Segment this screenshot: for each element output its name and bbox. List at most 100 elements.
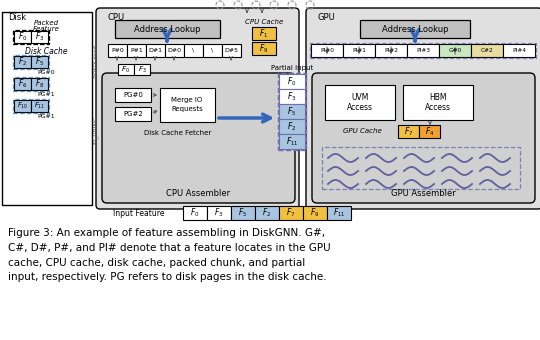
Text: $F_{10}$: $F_{10}$ <box>17 101 28 111</box>
Text: D#1: D#1 <box>148 48 163 53</box>
Bar <box>471 44 503 57</box>
Text: $F_{3}$: $F_{3}$ <box>35 31 44 43</box>
Bar <box>279 74 305 89</box>
Text: Input Feature: Input Feature <box>113 208 165 218</box>
Text: D#5: D#5 <box>225 48 239 53</box>
Text: $F_{9}$: $F_{9}$ <box>259 42 269 55</box>
Bar <box>134 64 150 75</box>
Bar <box>14 31 31 43</box>
Text: $F_{11}$: $F_{11}$ <box>333 207 345 219</box>
Text: $F_{3}$: $F_{3}$ <box>287 90 296 103</box>
Bar <box>279 134 305 149</box>
Bar <box>13 77 49 91</box>
Bar <box>14 56 31 68</box>
Text: PG#1: PG#1 <box>37 114 55 119</box>
FancyBboxPatch shape <box>306 8 540 209</box>
Bar <box>310 43 536 58</box>
Bar <box>252 42 276 55</box>
Bar <box>146 44 165 57</box>
Text: $F_{2}$: $F_{2}$ <box>262 207 272 219</box>
FancyBboxPatch shape <box>312 73 535 203</box>
Bar <box>203 44 222 57</box>
Text: Figure 3: An example of feature assembling in DiskGNN. G#,
C#, D#, P#, and PI# d: Figure 3: An example of feature assembli… <box>8 228 330 283</box>
Bar <box>13 99 49 113</box>
Text: $F_{7}$: $F_{7}$ <box>286 207 296 219</box>
Bar <box>325 85 395 120</box>
Bar <box>165 44 184 57</box>
Text: Requests: Requests <box>171 106 203 112</box>
Bar <box>279 206 303 220</box>
Bar <box>115 88 151 102</box>
Bar <box>184 44 203 57</box>
Text: Disk: Disk <box>8 13 26 21</box>
Bar <box>115 107 151 121</box>
Text: PG#0: PG#0 <box>123 92 143 98</box>
Text: $F_{0}$: $F_{0}$ <box>190 207 200 219</box>
Text: POSIX read: POSIX read <box>93 46 98 79</box>
Bar <box>13 55 49 69</box>
Bar <box>115 20 220 38</box>
Text: $F_{5}$: $F_{5}$ <box>287 105 296 118</box>
Bar <box>14 78 31 90</box>
Bar <box>439 44 471 57</box>
Bar <box>207 206 231 220</box>
Text: $F_{3}$: $F_{3}$ <box>214 207 224 219</box>
Bar <box>311 44 343 57</box>
Text: GPU Cache: GPU Cache <box>342 128 381 134</box>
Bar <box>360 20 470 38</box>
Text: $F_{1}$: $F_{1}$ <box>259 27 268 40</box>
Bar <box>231 206 255 220</box>
Text: PI#1: PI#1 <box>352 48 366 53</box>
Text: Access: Access <box>347 102 373 112</box>
Bar <box>403 85 473 120</box>
Bar <box>279 89 305 104</box>
Text: Feature: Feature <box>32 26 59 32</box>
Text: CPU Assembler: CPU Assembler <box>166 188 230 198</box>
Text: PI#4: PI#4 <box>512 48 526 53</box>
Text: $F_{0}$: $F_{0}$ <box>122 64 131 74</box>
Bar <box>255 206 279 220</box>
Text: $F_{11}$: $F_{11}$ <box>34 101 45 111</box>
Bar <box>375 44 407 57</box>
Bar <box>303 206 327 220</box>
Text: HBM: HBM <box>429 92 447 102</box>
Text: GPU Assembler: GPU Assembler <box>390 188 455 198</box>
Bar <box>503 44 535 57</box>
Bar <box>407 44 439 57</box>
Bar <box>279 119 305 134</box>
Text: $F_{8}$: $F_{8}$ <box>35 78 44 90</box>
Bar <box>13 30 49 44</box>
Text: PG#2: PG#2 <box>123 111 143 117</box>
Text: $F_{0}$: $F_{0}$ <box>287 75 297 88</box>
Text: P#1: P#1 <box>130 48 143 53</box>
Bar <box>343 44 375 57</box>
Bar <box>31 78 48 90</box>
Text: Address Lookup: Address Lookup <box>382 24 448 34</box>
Text: C#2: C#2 <box>481 48 494 53</box>
Text: CPU Cache: CPU Cache <box>245 19 283 25</box>
Text: $F_{5}$: $F_{5}$ <box>35 56 44 68</box>
Text: $F_{5}$: $F_{5}$ <box>238 207 248 219</box>
FancyBboxPatch shape <box>96 8 299 209</box>
Bar <box>322 147 520 189</box>
Bar <box>31 31 48 43</box>
FancyBboxPatch shape <box>102 73 295 203</box>
Bar <box>419 125 440 138</box>
Bar <box>278 73 306 150</box>
Bar <box>2 12 92 205</box>
Text: Access: Access <box>425 102 451 112</box>
Text: Disk Cache: Disk Cache <box>25 47 68 55</box>
Text: D#0: D#0 <box>167 48 181 53</box>
Text: \: \ <box>192 48 194 53</box>
Text: $F_{7}$: $F_{7}$ <box>404 125 413 138</box>
Bar <box>31 56 48 68</box>
Text: G#0: G#0 <box>448 48 462 53</box>
Text: $F_{0}$: $F_{0}$ <box>18 31 27 43</box>
Bar <box>127 44 146 57</box>
Bar <box>398 125 419 138</box>
Text: $F_{9}$: $F_{9}$ <box>310 207 320 219</box>
Text: $F_{2}$: $F_{2}$ <box>18 56 27 68</box>
Bar <box>118 64 134 75</box>
Bar <box>252 27 276 40</box>
Text: PI#0: PI#0 <box>320 48 334 53</box>
